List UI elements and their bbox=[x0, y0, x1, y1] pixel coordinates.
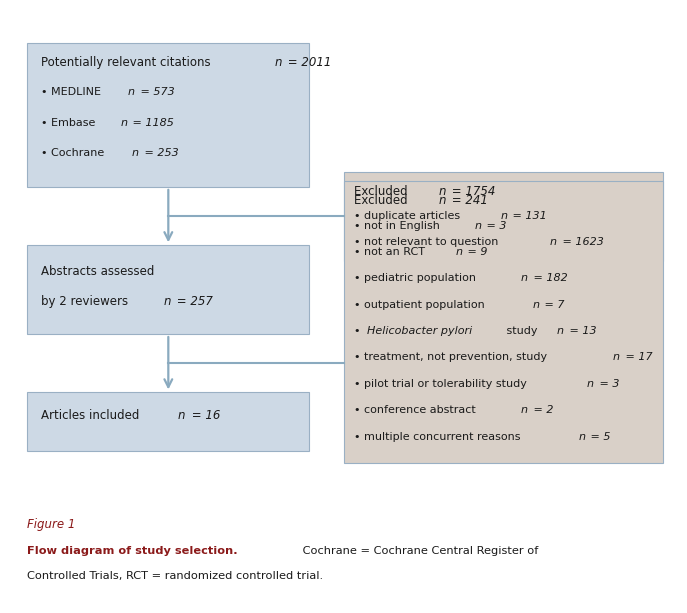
Text: n: n bbox=[500, 211, 508, 221]
Text: • pilot trial or tolerability study: • pilot trial or tolerability study bbox=[354, 379, 534, 389]
Text: n: n bbox=[521, 405, 528, 415]
Text: Abstracts assessed: Abstracts assessed bbox=[41, 265, 155, 278]
Text: n: n bbox=[128, 87, 135, 97]
Bar bbox=[27, 392, 309, 451]
Text: = 16: = 16 bbox=[188, 409, 220, 422]
Text: n: n bbox=[120, 118, 127, 128]
Text: Helicobacter pylori: Helicobacter pylori bbox=[368, 326, 473, 336]
Text: n: n bbox=[521, 273, 528, 283]
Text: • Embase: • Embase bbox=[41, 118, 102, 128]
Text: = 1623: = 1623 bbox=[559, 237, 604, 246]
Text: • multiple concurrent reasons: • multiple concurrent reasons bbox=[354, 432, 528, 441]
Bar bbox=[344, 172, 663, 261]
Text: • not in English: • not in English bbox=[354, 221, 447, 230]
Text: Cochrane = Cochrane Central Register of: Cochrane = Cochrane Central Register of bbox=[300, 546, 539, 555]
Text: = 2011: = 2011 bbox=[284, 56, 332, 69]
Text: n: n bbox=[275, 56, 282, 69]
Text: • MEDLINE: • MEDLINE bbox=[41, 87, 109, 97]
Text: by 2 reviewers: by 2 reviewers bbox=[41, 295, 136, 308]
Text: = 253: = 253 bbox=[141, 148, 179, 158]
Text: = 13: = 13 bbox=[566, 326, 596, 336]
Text: = 17: = 17 bbox=[622, 352, 653, 362]
Text: • pediatric population: • pediatric population bbox=[354, 273, 484, 283]
Text: = 2: = 2 bbox=[530, 405, 553, 415]
Text: = 241: = 241 bbox=[448, 194, 488, 207]
Text: = 9: = 9 bbox=[464, 247, 488, 257]
Text: n: n bbox=[438, 185, 446, 198]
Bar bbox=[27, 245, 309, 334]
Text: •: • bbox=[354, 326, 365, 336]
Text: = 5: = 5 bbox=[587, 432, 611, 441]
Text: n: n bbox=[550, 237, 557, 246]
Text: = 1185: = 1185 bbox=[129, 118, 174, 128]
Text: n: n bbox=[587, 379, 594, 389]
Text: Flow diagram of study selection.: Flow diagram of study selection. bbox=[27, 546, 238, 555]
Text: n: n bbox=[474, 221, 482, 230]
Text: n: n bbox=[613, 352, 620, 362]
Text: n: n bbox=[532, 300, 539, 310]
Text: n: n bbox=[438, 194, 446, 207]
Text: Articles included: Articles included bbox=[41, 409, 147, 422]
Text: = 1754: = 1754 bbox=[448, 185, 495, 198]
Text: n: n bbox=[178, 409, 185, 422]
Text: Excluded: Excluded bbox=[354, 185, 419, 198]
Text: Potentially relevant citations: Potentially relevant citations bbox=[41, 56, 222, 69]
Text: = 131: = 131 bbox=[510, 211, 548, 221]
Text: = 3: = 3 bbox=[596, 379, 619, 389]
Text: • treatment, not prevention, study: • treatment, not prevention, study bbox=[354, 352, 554, 362]
Text: n: n bbox=[132, 148, 139, 158]
Text: • not an RCT: • not an RCT bbox=[354, 247, 433, 257]
Text: Figure 1: Figure 1 bbox=[27, 518, 76, 531]
Text: = 3: = 3 bbox=[484, 221, 507, 230]
Text: n: n bbox=[578, 432, 585, 441]
Text: n: n bbox=[455, 247, 462, 257]
Text: study: study bbox=[503, 326, 545, 336]
Text: • Cochrane: • Cochrane bbox=[41, 148, 111, 158]
Text: n: n bbox=[556, 326, 564, 336]
Text: = 7: = 7 bbox=[541, 300, 565, 310]
Text: • outpatient population: • outpatient population bbox=[354, 300, 493, 310]
Text: • conference abstract: • conference abstract bbox=[354, 405, 483, 415]
Text: = 573: = 573 bbox=[137, 87, 174, 97]
Text: • not relevant to question: • not relevant to question bbox=[354, 237, 506, 246]
Bar bbox=[344, 181, 663, 463]
Text: = 257: = 257 bbox=[173, 295, 213, 308]
Bar bbox=[27, 43, 309, 187]
Text: n: n bbox=[164, 295, 171, 308]
Text: Excluded: Excluded bbox=[354, 194, 419, 207]
Text: • duplicate articles: • duplicate articles bbox=[354, 211, 468, 221]
Text: = 182: = 182 bbox=[530, 273, 567, 283]
Text: Controlled Trials, RCT = randomized controlled trial.: Controlled Trials, RCT = randomized cont… bbox=[27, 571, 324, 581]
